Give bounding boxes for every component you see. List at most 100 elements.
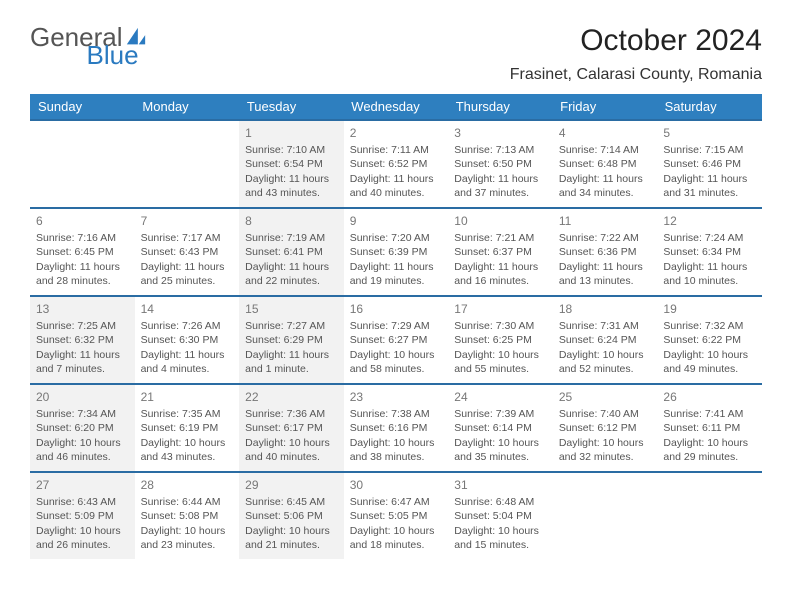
cell-line: Sunset: 5:09 PM — [36, 509, 129, 523]
cell-line: Sunset: 6:32 PM — [36, 333, 129, 347]
cell-line: Sunrise: 7:10 AM — [245, 143, 338, 157]
cell-line: Sunrise: 7:38 AM — [350, 407, 443, 421]
cell-line: Sunrise: 6:48 AM — [454, 495, 547, 509]
cell-line: Sunrise: 7:32 AM — [663, 319, 756, 333]
weeks-container: 1 Sunrise: 7:10 AMSunset: 6:54 PM Daylight… — [30, 119, 762, 559]
day-number: 8 — [245, 213, 338, 229]
cell-line: Sunset: 6:25 PM — [454, 333, 547, 347]
calendar-cell: 16 Sunrise: 7:29 AMSunset: 6:27 PMDayligh… — [344, 297, 449, 383]
cell-line: Sunset: 6:43 PM — [141, 245, 234, 259]
cell-line: Sunset: 6:36 PM — [559, 245, 652, 259]
cell-line: Daylight: 10 hours and 29 minutes. — [663, 436, 756, 464]
cell-line: Sunrise: 7:41 AM — [663, 407, 756, 421]
cell-line: Sunrise: 7:13 AM — [454, 143, 547, 157]
cell-line: Daylight: 11 hours and 28 minutes. — [36, 260, 129, 288]
day-header-row: SundayMondayTuesdayWednesdayThursdayFrid… — [30, 94, 762, 119]
cell-line: Sunrise: 6:45 AM — [245, 495, 338, 509]
week-row: 1 Sunrise: 7:10 AMSunset: 6:54 PM Daylight… — [30, 119, 762, 207]
cell-line: Daylight: 10 hours and 35 minutes. — [454, 436, 547, 464]
cell-line: Sunset: 5:08 PM — [141, 509, 234, 523]
cell-line: Sunset: 6:37 PM — [454, 245, 547, 259]
calendar-cell: 2Sunrise: 7:11 AMSunset: 6:52 PMDaylight… — [344, 121, 449, 207]
calendar-cell: 3 Sunrise: 7:13 AMSunset: 6:50 PMDaylight… — [448, 121, 553, 207]
cell-line: Daylight: 11 hours and 22 minutes. — [245, 260, 338, 288]
logo: General Blue — [30, 24, 203, 50]
calendar-cell — [135, 121, 240, 207]
calendar-cell: 27Sunrise: 6:43 AMSunset: 5:09 PMDayligh… — [30, 473, 135, 559]
cell-line: Sunrise: 6:43 AM — [36, 495, 129, 509]
day-number: 3 — [454, 125, 547, 141]
cell-line: Daylight: 11 hours and 40 minutes. — [350, 172, 443, 200]
week-row: 20Sunrise: 7:34 AMSunset: 6:20 PMDayligh… — [30, 383, 762, 471]
calendar-cell: 28Sunrise: 6:44 AMSunset: 5:08 PMDayligh… — [135, 473, 240, 559]
day-number: 17 — [454, 301, 547, 317]
day-number: 6 — [36, 213, 129, 229]
day-number: 21 — [141, 389, 234, 405]
day-number: 23 — [350, 389, 443, 405]
cell-line: Daylight: 11 hours and 1 minute. — [245, 348, 338, 376]
calendar-cell: 11Sunrise: 7:22 AMSunset: 6:36 PMDayligh… — [553, 209, 658, 295]
day-number: 12 — [663, 213, 756, 229]
calendar-cell: 6Sunrise: 7:16 AMSunset: 6:45 PMDaylight… — [30, 209, 135, 295]
day-number: 16 — [350, 301, 443, 317]
cell-line: Daylight: 10 hours and 58 minutes. — [350, 348, 443, 376]
day-number: 28 — [141, 477, 234, 493]
day-header-cell: Friday — [552, 94, 656, 119]
calendar-cell: 23Sunrise: 7:38 AMSunset: 6:16 PMDayligh… — [344, 385, 449, 471]
calendar-cell: 9Sunrise: 7:20 AMSunset: 6:39 PMDaylight… — [344, 209, 449, 295]
calendar-cell — [657, 473, 762, 559]
cell-line: Daylight: 11 hours and 4 minutes. — [141, 348, 234, 376]
calendar-cell: 31Sunrise: 6:48 AMSunset: 5:04 PMDayligh… — [448, 473, 553, 559]
cell-line: Sunrise: 7:11 AM — [350, 143, 443, 157]
cell-line: Sunrise: 7:19 AM — [245, 231, 338, 245]
calendar-cell: 4Sunrise: 7:14 AMSunset: 6:48 PMDaylight… — [553, 121, 658, 207]
day-number: 15 — [245, 301, 338, 317]
cell-line: Daylight: 11 hours and 37 minutes. — [454, 172, 547, 200]
cell-line: Sunset: 5:04 PM — [454, 509, 547, 523]
day-header-cell: Wednesday — [343, 94, 447, 119]
cell-line: Sunset: 6:14 PM — [454, 421, 547, 435]
calendar-cell: 5Sunrise: 7:15 AMSunset: 6:46 PMDaylight… — [657, 121, 762, 207]
cell-line: Sunrise: 6:47 AM — [350, 495, 443, 509]
cell-line: Sunrise: 7:36 AM — [245, 407, 338, 421]
cell-line: Sunset: 6:19 PM — [141, 421, 234, 435]
calendar-cell: 8 Sunrise: 7:19 AMSunset: 6:41 PMDaylight… — [239, 209, 344, 295]
cell-line: Sunset: 6:12 PM — [559, 421, 652, 435]
calendar-cell: 21Sunrise: 7:35 AMSunset: 6:19 PMDayligh… — [135, 385, 240, 471]
title-block: October 2024 Frasinet, Calarasi County, … — [510, 24, 762, 84]
day-number: 4 — [559, 125, 652, 141]
cell-line: Sunset: 6:41 PM — [245, 245, 338, 259]
day-number: 24 — [454, 389, 547, 405]
calendar-cell: 12Sunrise: 7:24 AMSunset: 6:34 PMDayligh… — [657, 209, 762, 295]
calendar-cell: 19Sunrise: 7:32 AMSunset: 6:22 PMDayligh… — [657, 297, 762, 383]
month-title: October 2024 — [510, 24, 762, 58]
cell-line: Sunset: 6:17 PM — [245, 421, 338, 435]
day-number: 20 — [36, 389, 129, 405]
day-number: 18 — [559, 301, 652, 317]
day-number: 19 — [663, 301, 756, 317]
day-number: 29 — [245, 477, 338, 493]
day-header-cell: Thursday — [448, 94, 552, 119]
cell-line: Daylight: 11 hours and 7 minutes. — [36, 348, 129, 376]
calendar-cell: 17Sunrise: 7:30 AMSunset: 6:25 PMDayligh… — [448, 297, 553, 383]
header: General Blue October 2024 Frasinet, Cala… — [30, 24, 762, 84]
cell-line: Sunset: 6:46 PM — [663, 157, 756, 171]
cell-line: Daylight: 10 hours and 43 minutes. — [141, 436, 234, 464]
cell-line: Sunrise: 7:29 AM — [350, 319, 443, 333]
cell-line: Sunset: 6:54 PM — [245, 157, 338, 171]
calendar-cell: 30Sunrise: 6:47 AMSunset: 5:05 PMDayligh… — [344, 473, 449, 559]
day-number: 14 — [141, 301, 234, 317]
cell-line: Sunset: 6:30 PM — [141, 333, 234, 347]
calendar-cell: 10Sunrise: 7:21 AMSunset: 6:37 PMDayligh… — [448, 209, 553, 295]
cell-line: Daylight: 11 hours and 16 minutes. — [454, 260, 547, 288]
cell-line: Sunset: 6:50 PM — [454, 157, 547, 171]
cell-line: Sunset: 6:27 PM — [350, 333, 443, 347]
cell-line: Sunset: 6:22 PM — [663, 333, 756, 347]
cell-line: Daylight: 10 hours and 38 minutes. — [350, 436, 443, 464]
cell-line: Sunrise: 7:31 AM — [559, 319, 652, 333]
cell-line: Daylight: 11 hours and 31 minutes. — [663, 172, 756, 200]
cell-line: Daylight: 10 hours and 15 minutes. — [454, 524, 547, 552]
cell-line: Sunset: 6:24 PM — [559, 333, 652, 347]
day-number: 1 — [245, 125, 338, 141]
calendar-cell: 22Sunrise: 7:36 AMSunset: 6:17 PMDayligh… — [239, 385, 344, 471]
